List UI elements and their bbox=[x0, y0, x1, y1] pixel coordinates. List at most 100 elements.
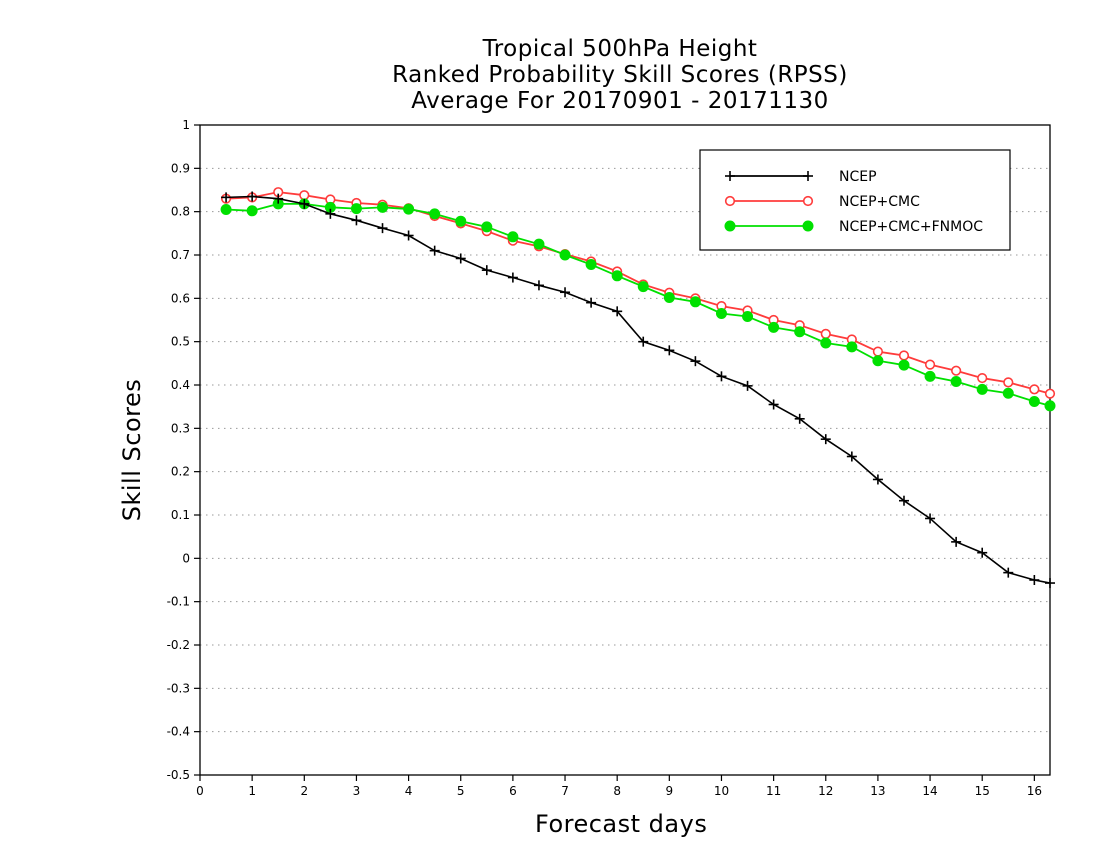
x-tick-label: 16 bbox=[1027, 784, 1042, 798]
data-point-ncep bbox=[560, 287, 571, 298]
legend-entry-ncep-cmc: NCEP+CMC bbox=[724, 194, 920, 210]
y-tick-label: -0.1 bbox=[167, 595, 190, 609]
legend: NCEP NCEP+CMC NCEP+CMC+FNMOC bbox=[699, 149, 1011, 251]
data-point-ncep bbox=[455, 253, 466, 264]
series-layer bbox=[220, 187, 1056, 589]
x-tick-label: 0 bbox=[196, 784, 204, 798]
data-point-ncep-cmc bbox=[820, 328, 831, 339]
x-tick-label: 2 bbox=[300, 784, 308, 798]
data-point-ncep bbox=[768, 399, 779, 410]
legend-marker bbox=[724, 195, 736, 207]
data-point-ncep-cmc-fnmoc bbox=[976, 383, 988, 395]
y-tick-label: 0.3 bbox=[171, 421, 190, 435]
legend-label-ncep-cmc-fnmoc: NCEP+CMC+FNMOC bbox=[839, 219, 983, 235]
data-point-ncep bbox=[325, 208, 336, 219]
series-line-ncep bbox=[226, 195, 1051, 584]
data-point-ncep bbox=[612, 306, 623, 317]
data-point-ncep-cmc-fnmoc bbox=[715, 308, 727, 319]
data-point-ncep-cmc-fnmoc bbox=[429, 208, 441, 220]
data-point-ncep-cmc-fnmoc bbox=[820, 337, 832, 349]
data-point-ncep bbox=[247, 191, 258, 202]
x-tick-label: 3 bbox=[353, 784, 361, 798]
legend-marker bbox=[802, 195, 814, 207]
data-point-ncep-cmc bbox=[299, 190, 310, 201]
data-point-ncep bbox=[977, 547, 988, 558]
chart-title-line-2: Ranked Probability Skill Scores (RPSS) bbox=[392, 62, 848, 88]
x-tick-label: 8 bbox=[613, 784, 621, 798]
data-point-ncep bbox=[898, 495, 909, 506]
data-point-ncep bbox=[299, 198, 310, 209]
data-point-ncep-cmc bbox=[1029, 384, 1040, 395]
data-point-ncep bbox=[925, 513, 936, 524]
data-point-ncep-cmc bbox=[872, 346, 884, 357]
y-tick-label: 0.8 bbox=[171, 205, 190, 219]
y-tick-label: 0.4 bbox=[171, 378, 190, 392]
y-tick-label: -0.2 bbox=[167, 638, 190, 652]
x-tick-label: 11 bbox=[766, 784, 781, 798]
data-point-ncep bbox=[586, 297, 597, 308]
data-point-ncep-cmc-fnmoc bbox=[768, 321, 780, 333]
data-point-ncep-cmc-fnmoc bbox=[1044, 400, 1056, 412]
data-point-ncep bbox=[403, 230, 414, 241]
x-tick-label: 1 bbox=[248, 784, 256, 798]
data-point-ncep bbox=[951, 536, 962, 547]
data-point-ncep-cmc-fnmoc bbox=[1002, 387, 1014, 399]
data-point-ncep-cmc-fnmoc bbox=[924, 370, 936, 382]
data-point-ncep-cmc-fnmoc bbox=[689, 296, 701, 308]
data-point-ncep-cmc-fnmoc bbox=[950, 376, 962, 388]
y-tick-label: -0.3 bbox=[167, 681, 190, 695]
x-tick-label: 13 bbox=[870, 784, 885, 798]
y-tick-label: 0.9 bbox=[171, 161, 190, 175]
data-point-ncep bbox=[794, 413, 805, 424]
data-point-ncep-cmc bbox=[1044, 388, 1056, 399]
chart-title-line-1: Tropical 500hPa Height bbox=[482, 36, 758, 62]
data-point-ncep bbox=[820, 434, 831, 445]
data-point-ncep bbox=[690, 356, 701, 367]
x-tick-label: 7 bbox=[561, 784, 569, 798]
data-point-ncep-cmc bbox=[924, 359, 936, 370]
data-point-ncep-cmc-fnmoc bbox=[377, 201, 389, 213]
data-point-ncep bbox=[716, 371, 727, 382]
y-tick-label: 0.1 bbox=[171, 508, 190, 522]
x-tick-label: 12 bbox=[818, 784, 833, 798]
data-point-ncep bbox=[742, 380, 753, 391]
data-point-ncep-cmc-fnmoc bbox=[455, 215, 467, 227]
data-point-ncep bbox=[481, 265, 492, 276]
data-point-ncep-cmc-fnmoc bbox=[663, 291, 675, 303]
y-tick-label: -0.5 bbox=[167, 768, 190, 782]
data-point-ncep bbox=[351, 215, 362, 226]
legend-label-ncep-cmc: NCEP+CMC bbox=[839, 194, 920, 210]
data-point-ncep-cmc-fnmoc bbox=[742, 311, 754, 323]
x-tick-label: 6 bbox=[509, 784, 517, 798]
data-point-ncep bbox=[638, 336, 649, 347]
data-point-ncep bbox=[1029, 575, 1040, 585]
x-axis-label: Forecast days bbox=[535, 810, 708, 838]
data-point-ncep-cmc bbox=[977, 372, 988, 384]
data-point-ncep bbox=[533, 280, 544, 291]
data-point-ncep-cmc-fnmoc bbox=[898, 359, 910, 371]
data-point-ncep-cmc-fnmoc bbox=[559, 249, 571, 261]
data-point-ncep bbox=[1003, 567, 1014, 578]
data-point-ncep bbox=[846, 451, 857, 462]
data-point-ncep bbox=[1045, 578, 1055, 589]
data-point-ncep-cmc-fnmoc bbox=[403, 203, 415, 215]
data-point-ncep bbox=[872, 474, 883, 485]
data-point-ncep bbox=[221, 192, 232, 203]
data-point-ncep-cmc-fnmoc bbox=[794, 326, 806, 338]
data-point-ncep-cmc-fnmoc bbox=[637, 281, 649, 293]
y-tick-label: 1 bbox=[182, 118, 190, 132]
chart-title-line-3: Average For 20170901 - 20171130 bbox=[411, 88, 829, 114]
data-point-ncep bbox=[507, 272, 518, 283]
data-point-ncep-cmc-fnmoc bbox=[507, 231, 519, 243]
y-axis-label: Skill Scores bbox=[118, 378, 146, 522]
x-tick-label: 15 bbox=[975, 784, 990, 798]
x-tick-label: 14 bbox=[922, 784, 937, 798]
data-point-ncep bbox=[273, 193, 284, 204]
data-point-ncep-cmc bbox=[898, 350, 910, 361]
data-point-ncep-cmc-fnmoc bbox=[585, 259, 597, 271]
x-tick-label: 5 bbox=[457, 784, 465, 798]
x-tick-label: 9 bbox=[666, 784, 674, 798]
y-tick-label: 0.2 bbox=[171, 465, 190, 479]
data-point-ncep bbox=[429, 245, 440, 256]
